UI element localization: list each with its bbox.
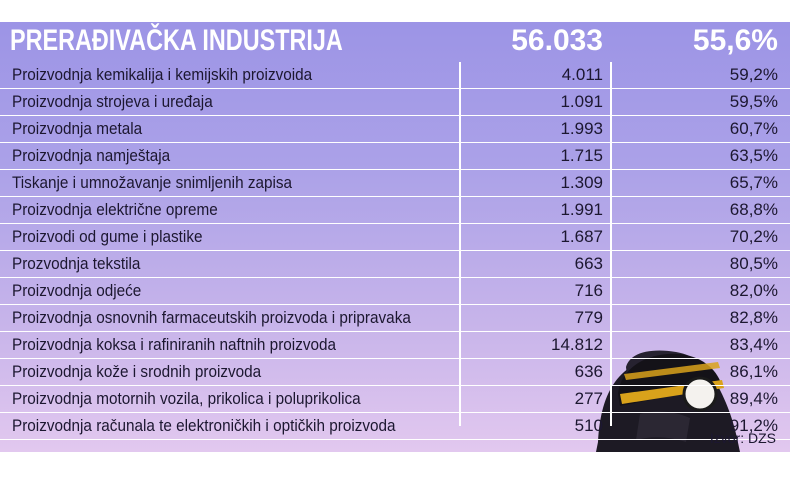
table-row: Proizvodnja kože i srodnih proizvoda 636 8… — [0, 359, 790, 386]
row-label: Proizvodnja namještaja — [12, 146, 171, 165]
table-row: Proizvodnja koksa i rafiniranih naftnih … — [0, 332, 790, 359]
row-value: 4.011 — [561, 65, 603, 84]
row-share: 86,1% — [729, 362, 778, 381]
row-value: 716 — [574, 281, 603, 300]
row-value: 510 — [574, 416, 603, 435]
row-share: 59,2% — [729, 65, 778, 84]
table-row: Proizvodnja strojeva i uređaja 1.091 59,5% — [0, 89, 790, 116]
row-value: 1.993 — [560, 119, 603, 138]
table-row: Proizvodnja kemikalija i kemijskih proiz… — [0, 62, 790, 89]
row-value: 1.991 — [560, 200, 603, 219]
table-row: Proizvodnja računala te elektroničkih i … — [0, 413, 790, 440]
row-share: 91,2% — [729, 416, 778, 435]
table-row: Proizvodi od gume i plastike 1.687 70,2% — [0, 224, 790, 251]
row-value: 1.091 — [560, 92, 603, 111]
miner-with-helmet-lamp-icon — [596, 350, 740, 452]
row-value: 1.687 — [560, 227, 603, 246]
row-value: 14.812 — [551, 335, 603, 354]
row-label: Proizvodnja osnovnih farmaceutskih proiz… — [12, 308, 411, 327]
row-value: 1.309 — [560, 173, 603, 192]
row-label: Tiskanje i umnožavanje snimljenih zapisa — [12, 173, 293, 192]
row-label: Proizvodnja kemikalija i kemijskih proiz… — [12, 65, 313, 84]
table-row: Tiskanje i umnožavanje snimljenih zapisa… — [0, 170, 790, 197]
table-panel: PRERAĐIVAČKA INDUSTRIJA 56.033 55,6% Pro… — [0, 22, 790, 452]
row-label: Proizvodnja računala te elektroničkih i … — [12, 416, 396, 435]
row-label: Proizvodi od gume i plastike — [12, 227, 203, 246]
table-row: Proizvodnja motornih vozila, prikolica i… — [0, 386, 790, 413]
column-divider — [459, 62, 461, 426]
row-share: 82,0% — [729, 281, 778, 300]
table-row: Proizvodnja osnovnih farmaceutskih proiz… — [0, 305, 790, 332]
row-share: 59,5% — [729, 92, 778, 111]
row-label: Proizvodnja koksa i rafiniranih naftnih … — [12, 335, 337, 354]
row-value: 636 — [574, 362, 603, 381]
row-value: 1.715 — [560, 146, 603, 165]
row-share: 89,4% — [729, 389, 778, 408]
table-row: Proizvodnja električne opreme 1.991 68,8% — [0, 197, 790, 224]
row-label: Proizvodnja električne opreme — [12, 200, 218, 219]
column-divider — [610, 62, 612, 426]
row-label: Prozvodnja tekstila — [12, 254, 141, 273]
miner-illustration — [596, 350, 740, 452]
row-share: 80,5% — [729, 254, 778, 273]
row-share: 63,5% — [729, 146, 778, 165]
table-header: PRERAĐIVAČKA INDUSTRIJA 56.033 55,6% — [0, 22, 790, 60]
row-label: Proizvodnja strojeva i uređaja — [12, 92, 213, 111]
row-label: Proizvodnja motornih vozila, prikolica i… — [12, 389, 361, 408]
row-value: 277 — [574, 389, 603, 408]
total-value: 56.033 — [511, 24, 603, 57]
table-row: Prozvodnja tekstila 663 80,5% — [0, 251, 790, 278]
row-share: 70,2% — [729, 227, 778, 246]
row-share: 83,4% — [729, 335, 778, 354]
row-label: Proizvodnja metala — [12, 119, 143, 138]
source-note: Izvor: DZS — [709, 430, 776, 446]
row-share: 82,8% — [729, 308, 778, 327]
row-share: 65,7% — [729, 173, 778, 192]
row-label: Proizvodnja kože i srodnih proizvoda — [12, 362, 262, 381]
table-row: Proizvodnja metala 1.993 60,7% — [0, 116, 790, 143]
row-label: Proizvodnja odjeće — [12, 281, 142, 300]
table-row: Proizvodnja namještaja 1.715 63,5% — [0, 143, 790, 170]
row-value: 779 — [574, 308, 603, 327]
table-title: PRERAĐIVAČKA INDUSTRIJA — [10, 24, 343, 57]
row-share: 68,8% — [729, 200, 778, 219]
row-value: 663 — [574, 254, 603, 273]
total-share: 55,6% — [692, 24, 778, 57]
row-share: 60,7% — [729, 119, 778, 138]
table-row: Proizvodnja odjeće 716 82,0% — [0, 278, 790, 305]
table-body: Proizvodnja kemikalija i kemijskih proiz… — [0, 62, 790, 440]
